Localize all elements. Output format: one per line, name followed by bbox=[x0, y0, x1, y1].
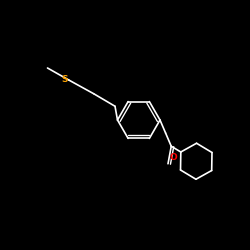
Text: O: O bbox=[169, 154, 177, 162]
Text: S: S bbox=[61, 76, 68, 84]
